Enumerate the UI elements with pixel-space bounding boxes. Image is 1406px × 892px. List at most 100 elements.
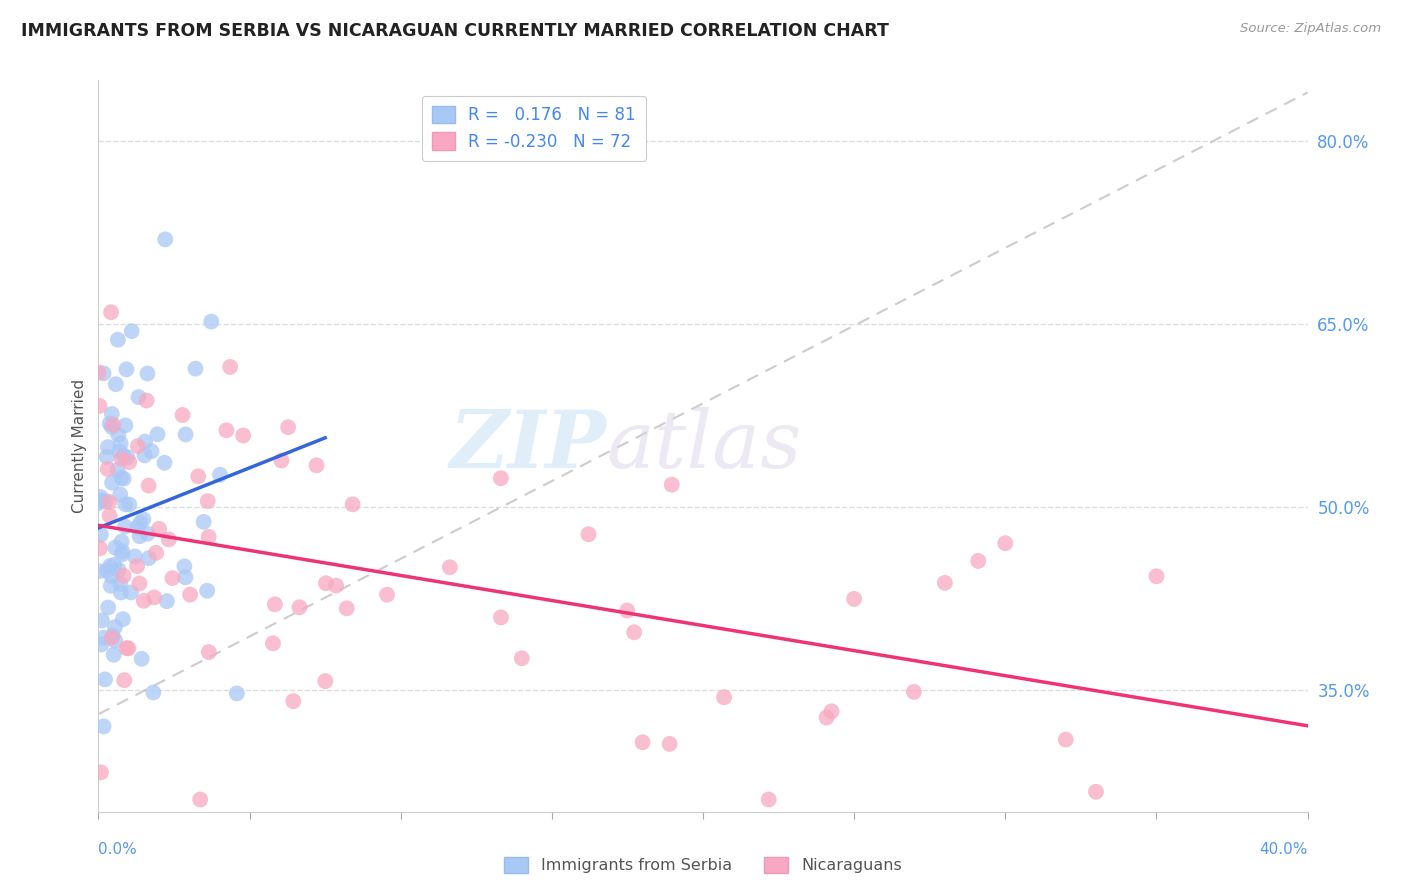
Point: [115, 641, 138, 656]
Point: [104, 620, 127, 634]
Point: [134, 448, 156, 462]
Point: [127, 559, 149, 574]
Point: [844, 591, 866, 606]
Point: [200, 314, 222, 328]
Point: [127, 520, 149, 534]
Point: [97, 600, 120, 615]
Point: [197, 494, 219, 508]
Point: [112, 472, 135, 486]
Point: [198, 645, 221, 659]
Point: [934, 575, 956, 590]
Point: [98, 495, 121, 509]
Point: [100, 568, 122, 582]
Point: [623, 625, 645, 640]
Point: [98, 508, 121, 523]
Point: [110, 436, 132, 450]
Point: [127, 439, 149, 453]
Point: [90, 614, 112, 628]
Point: [93, 719, 115, 733]
Point: [142, 685, 165, 699]
Point: [114, 519, 136, 533]
Point: [184, 361, 207, 376]
Point: [187, 469, 209, 483]
Point: [94, 673, 117, 687]
Point: [89, 399, 111, 413]
Point: [135, 393, 157, 408]
Point: [115, 362, 138, 376]
Point: [1054, 732, 1077, 747]
Point: [96, 450, 118, 464]
Point: [111, 612, 134, 626]
Point: [112, 449, 135, 463]
Point: [132, 594, 155, 608]
Point: [112, 569, 135, 583]
Point: [146, 427, 169, 442]
Point: [215, 423, 238, 437]
Point: [111, 548, 134, 562]
Point: [101, 420, 124, 434]
Point: [89, 490, 111, 504]
Point: [631, 735, 654, 749]
Point: [120, 585, 142, 599]
Point: [121, 324, 143, 338]
Point: [325, 578, 347, 592]
Point: [219, 359, 242, 374]
Point: [138, 551, 160, 566]
Text: 0.0%: 0.0%: [98, 842, 138, 857]
Point: [138, 478, 160, 492]
Point: [118, 455, 141, 469]
Point: [1146, 569, 1168, 583]
Point: [197, 530, 219, 544]
Point: [100, 579, 122, 593]
Point: [1085, 785, 1108, 799]
Legend: Immigrants from Serbia, Nicaraguans: Immigrants from Serbia, Nicaraguans: [498, 850, 908, 880]
Point: [89, 564, 111, 578]
Point: [489, 610, 512, 624]
Point: [820, 704, 842, 718]
Point: [489, 471, 512, 485]
Point: [128, 576, 150, 591]
Point: [111, 544, 134, 558]
Point: [131, 652, 153, 666]
Point: [155, 232, 177, 246]
Point: [136, 526, 159, 541]
Point: [103, 648, 125, 662]
Point: [195, 583, 218, 598]
Point: [145, 546, 167, 560]
Point: [162, 571, 184, 585]
Point: [172, 408, 194, 422]
Point: [112, 673, 135, 688]
Point: [103, 558, 125, 572]
Point: [110, 471, 132, 485]
Point: [208, 467, 231, 482]
Point: [107, 428, 129, 442]
Point: [117, 641, 139, 656]
Point: [93, 367, 115, 381]
Point: [117, 450, 139, 465]
Point: [107, 463, 129, 477]
Text: Source: ZipAtlas.com: Source: ZipAtlas.com: [1240, 22, 1381, 36]
Point: [314, 674, 336, 689]
Point: [94, 494, 117, 508]
Point: [305, 458, 328, 473]
Point: [90, 493, 112, 508]
Point: [90, 527, 112, 541]
Point: [87, 366, 110, 380]
Point: [100, 305, 122, 319]
Legend: R =   0.176   N = 81, R = -0.230   N = 72: R = 0.176 N = 81, R = -0.230 N = 72: [422, 96, 645, 161]
Point: [232, 428, 254, 442]
Point: [114, 418, 136, 433]
Text: atlas: atlas: [606, 408, 801, 484]
Point: [101, 475, 124, 490]
Point: [283, 694, 305, 708]
Point: [104, 377, 127, 392]
Point: [815, 710, 838, 724]
Point: [90, 765, 112, 780]
Point: [104, 541, 127, 555]
Point: [188, 792, 211, 806]
Point: [658, 737, 681, 751]
Point: [110, 487, 132, 501]
Point: [264, 598, 287, 612]
Point: [173, 559, 195, 574]
Point: [98, 417, 121, 431]
